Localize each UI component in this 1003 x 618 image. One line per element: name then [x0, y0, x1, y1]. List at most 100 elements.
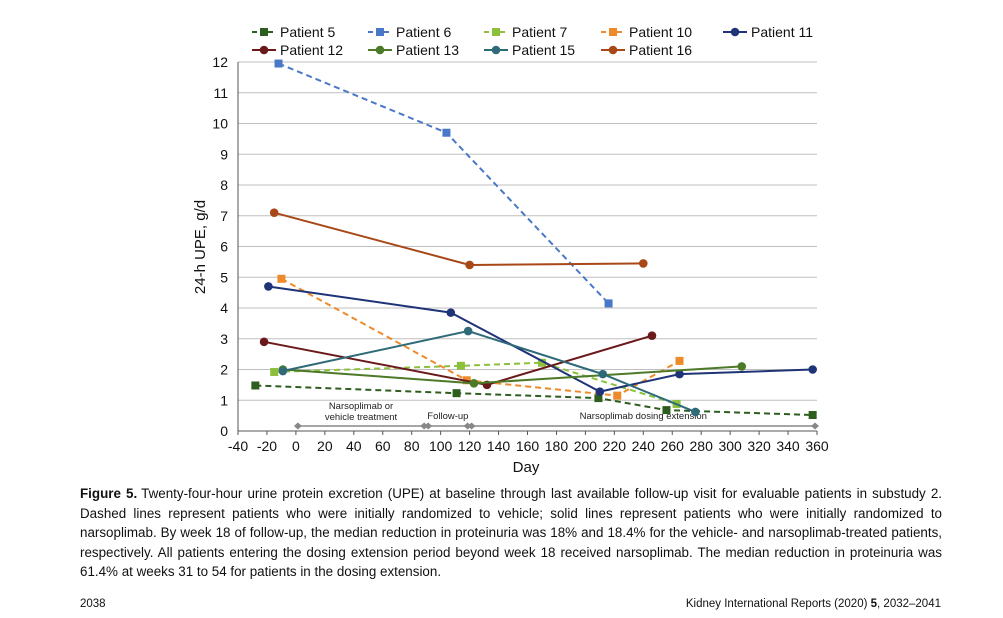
data-series — [251, 59, 817, 420]
data-point — [274, 59, 283, 68]
data-point — [662, 406, 671, 415]
period-label: Follow-up — [427, 411, 468, 422]
data-point — [675, 369, 684, 379]
legend-marker — [375, 45, 385, 55]
data-point — [259, 337, 269, 347]
data-point — [442, 128, 451, 137]
x-tick-label: 200 — [574, 438, 598, 454]
series-line — [273, 211, 644, 266]
x-tick-label: 160 — [516, 438, 540, 454]
legend-label: Patient 5 — [280, 24, 335, 40]
period-arrow-head — [467, 422, 476, 430]
series-line — [280, 277, 680, 397]
legend: Patient 5 Patient 6 Patient 7 Patient 10 Pat… — [252, 24, 813, 58]
legend-marker — [609, 28, 617, 36]
data-point — [277, 274, 286, 283]
data-point — [446, 308, 456, 317]
figure-caption: Figure 5. Twenty-four-hour urine protein … — [80, 484, 942, 582]
legend-label: Patient 6 — [396, 24, 451, 40]
data-point — [639, 259, 648, 268]
data-point — [463, 326, 473, 336]
data-point — [469, 379, 479, 388]
x-tick-label: 140 — [487, 438, 511, 454]
x-tick-label: 360 — [805, 438, 829, 454]
data-point — [269, 208, 279, 217]
series-patient-15 — [278, 326, 700, 417]
x-tick-label: 20 — [317, 438, 333, 454]
legend-label: Patient 13 — [396, 42, 459, 58]
y-axis-label: 24-h UPE, g/d — [192, 200, 209, 294]
legend-marker — [491, 45, 501, 55]
y-tick-label: 8 — [220, 177, 228, 193]
data-point — [675, 356, 684, 365]
x-axis-label: Day — [513, 459, 540, 476]
x-tick-label: 280 — [690, 438, 714, 454]
series-line — [282, 330, 696, 413]
series-patient-5 — [251, 381, 817, 420]
period-arrow-head — [424, 422, 433, 430]
data-point — [278, 366, 288, 376]
y-tick-label: 0 — [220, 423, 228, 439]
y-tick-label: 4 — [220, 300, 228, 316]
data-point — [594, 394, 603, 403]
series-patient-16 — [269, 208, 648, 270]
period-label: Narsoplimab dosing extension — [580, 411, 707, 422]
legend-label: Patient 10 — [629, 24, 692, 40]
x-tick-label: 120 — [458, 438, 482, 454]
period-label: Narsoplimab or vehicle treatment — [325, 401, 398, 423]
proteinuria-line-chart: -40 -20 0 20 40 60 80 100 120 140 160 180 200 220 240 2… — [192, 24, 829, 476]
x-tick-label: 180 — [545, 438, 569, 454]
x-tick-label: 80 — [404, 438, 420, 454]
data-point — [647, 331, 657, 340]
legend-marker — [376, 28, 384, 36]
legend-label: Patient 7 — [512, 24, 567, 40]
y-tick-label: 10 — [212, 116, 228, 132]
legend-marker — [259, 45, 269, 55]
legend-marker — [492, 28, 500, 36]
x-tick-label: 100 — [429, 438, 453, 454]
legend-label: Patient 11 — [751, 24, 813, 40]
x-tick-label: 40 — [346, 438, 362, 454]
data-point — [737, 362, 747, 371]
series-patient-12 — [259, 331, 657, 390]
x-tick-label: 300 — [718, 438, 742, 454]
legend-marker — [608, 45, 618, 55]
x-tick-label: -40 — [228, 438, 248, 454]
data-point — [465, 260, 474, 270]
data-point — [452, 389, 461, 398]
series-patient-6 — [274, 59, 613, 308]
legend-label: Patient 15 — [512, 42, 575, 58]
data-point — [613, 391, 622, 400]
data-point — [264, 282, 273, 291]
axes: -40 -20 0 20 40 60 80 100 120 140 160 180 200 220 240 2… — [212, 54, 828, 454]
x-tick-label: 240 — [632, 438, 656, 454]
data-point — [537, 358, 546, 367]
period-arrow-head — [293, 422, 302, 430]
figure-label: Figure 5. — [80, 486, 138, 501]
journal-citation: Kidney International Reports (2020) 5, 2… — [686, 598, 941, 610]
series-line — [274, 361, 677, 405]
journal-name: Kidney International Reports (2020) — [685, 598, 868, 610]
x-tick-label: 220 — [603, 438, 627, 454]
data-point — [691, 407, 700, 417]
y-tick-label: 11 — [213, 85, 228, 101]
journal-volume: 5 — [870, 598, 878, 610]
journal-pages: , 2032–2041 — [877, 598, 941, 610]
legend-marker — [260, 28, 268, 36]
data-point — [456, 361, 465, 370]
figure-caption-text: Twenty-four-hour urine protein excretion… — [80, 486, 942, 580]
legend-marker — [730, 27, 740, 37]
y-tick-label: 3 — [220, 331, 228, 347]
x-tick-label: 0 — [292, 438, 300, 454]
series-line — [278, 62, 610, 305]
series-patient-11 — [264, 282, 817, 396]
data-point — [251, 381, 260, 390]
y-tick-label: 6 — [220, 239, 228, 255]
data-point — [808, 411, 817, 420]
series-line — [263, 334, 653, 386]
data-point — [808, 365, 817, 374]
series-patient-10 — [277, 274, 684, 400]
x-tick-label: 260 — [661, 438, 685, 454]
x-tick-label: 60 — [375, 438, 391, 454]
data-point — [598, 369, 608, 379]
